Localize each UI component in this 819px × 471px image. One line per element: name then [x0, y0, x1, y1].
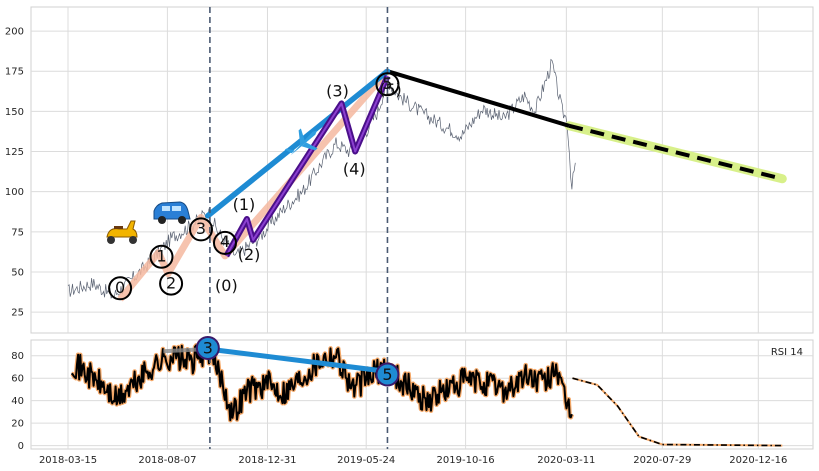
primary-wave-label-circle	[108, 276, 133, 301]
primary-wave-label-circle	[149, 244, 174, 269]
primary-wave-label: 5	[382, 74, 392, 93]
x-tick-label: 2018-03-15	[39, 455, 97, 466]
rsi-projection-line	[572, 377, 783, 447]
price-y-tick-label: 175	[5, 67, 24, 78]
airplane-icon	[284, 128, 318, 156]
sub-wave-label: (2)	[238, 245, 261, 264]
primary-wave-label-circle	[188, 217, 213, 242]
scooter-seat	[114, 226, 123, 229]
primary-wave-label: 4	[220, 232, 230, 251]
scooter-wheel	[129, 236, 137, 244]
sub-wave-label: (1)	[233, 195, 256, 214]
car-wheel	[178, 216, 186, 224]
price-y-tick-label: 50	[11, 267, 24, 278]
primary-wave-label-circle	[212, 230, 237, 255]
rsi-wave-badge	[195, 335, 220, 360]
x-tick-label: 2019-10-16	[437, 455, 495, 466]
price-y-tick-label: 25	[11, 308, 24, 319]
sub-wave-inner	[225, 75, 389, 257]
rsi-legend-label: RSI 14	[771, 347, 803, 358]
scooter-wheel	[107, 236, 115, 244]
scooter-icon	[106, 220, 138, 244]
x-tick-label: 2020-07-29	[633, 455, 691, 466]
rsi-wave-label: 3	[203, 338, 213, 357]
price-gridlines	[31, 7, 813, 333]
projection-solid-line	[386, 69, 570, 128]
rsi-y-tick-labels: 0 20 40 60 80	[11, 351, 24, 452]
rsi-y-tick-label: 80	[11, 351, 24, 362]
primary-wave-label: 2	[166, 273, 176, 292]
price-y-tick-label: 150	[5, 107, 24, 118]
price-y-tick-label: 100	[5, 187, 24, 198]
price-panel-frame	[30, 6, 814, 334]
sub-wave-label: (5)	[379, 80, 402, 99]
x-tick-label: 2019-05-24	[337, 455, 395, 466]
rsi-wave-badge	[375, 362, 400, 387]
primary-wave-label-circle	[375, 72, 400, 97]
rsi-wave-label: 5	[382, 365, 392, 384]
date-x-tick-labels: 2018-03-15 2018-08-07 2018-12-31 2019-05-24…	[39, 455, 787, 466]
price-y-tick-label: 125	[5, 147, 24, 158]
rsi-y-tick-label: 0	[18, 441, 24, 452]
primary-wave-label: 1	[156, 246, 166, 265]
airplane-tail	[284, 148, 295, 154]
airplane-wings	[298, 128, 318, 151]
rsi-y-tick-label: 60	[11, 374, 24, 385]
x-tick-label: 2020-03-11	[537, 455, 595, 466]
x-tick-label: 2020-12-16	[729, 455, 787, 466]
rsi-wave-line	[207, 346, 388, 374]
car-wheel	[158, 216, 166, 224]
primary-wave-label: 3	[196, 219, 206, 238]
car-window	[162, 206, 170, 211]
sub-wave-label: (0)	[215, 276, 238, 295]
sub-wave-label: (3)	[326, 81, 349, 100]
rsi-y-tick-label: 40	[11, 396, 24, 407]
car-window	[172, 206, 181, 211]
wave-3-to-5-line	[205, 68, 391, 219]
x-tick-label: 2018-08-07	[138, 455, 196, 466]
projection-dashed-line	[568, 123, 783, 181]
primary-wave-label-circle	[159, 271, 184, 296]
price-y-tick-labels: 25 50 75 100 125 150 175 200	[5, 27, 24, 319]
airplane-fuselage	[290, 130, 318, 156]
wave-marker-lines	[209, 7, 389, 449]
rsi-y-tick-label: 20	[11, 419, 24, 430]
x-tick-label: 2018-12-31	[238, 455, 296, 466]
price-y-tick-label: 200	[5, 27, 24, 38]
sub-wave-label: (4)	[343, 160, 366, 179]
price-y-tick-label: 75	[11, 227, 24, 238]
primary-wave-label: 0	[115, 278, 125, 297]
car-icon	[153, 201, 191, 224]
